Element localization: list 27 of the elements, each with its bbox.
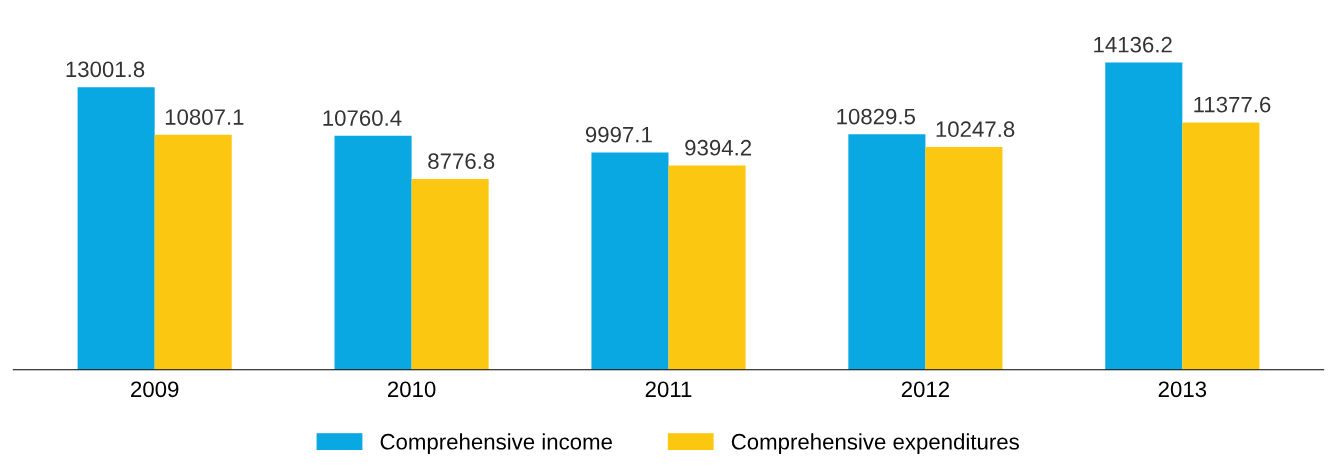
bar	[848, 134, 926, 370]
data-label: 8776.8	[428, 153, 495, 170]
bar	[591, 152, 669, 370]
bar	[1182, 122, 1260, 370]
bar	[77, 87, 155, 370]
legend-label: Comprehensive income	[380, 433, 612, 454]
data-label: 11377.6	[1194, 96, 1271, 113]
data-label: 14136.2	[1094, 36, 1172, 53]
bar	[154, 134, 232, 370]
bar	[668, 165, 746, 370]
x-tick-label: 2012	[901, 381, 950, 398]
bar	[411, 178, 489, 370]
legend-label: Comprehensive expenditures	[731, 433, 1019, 454]
data-label: 10247.8	[936, 121, 1015, 138]
x-tick-label: 2011	[645, 381, 692, 398]
bar	[925, 147, 1003, 370]
data-label: 10760.4	[323, 110, 402, 126]
x-tick-label: 2013	[1158, 381, 1207, 398]
bar	[1105, 62, 1183, 370]
x-tick-label: 2010	[387, 381, 436, 398]
data-label: 9394.2	[685, 139, 752, 156]
x-tick-label: 2009	[131, 381, 179, 398]
data-label: 10829.5	[837, 108, 915, 125]
data-label: 13001.8	[66, 61, 145, 78]
data-label: 9997.1	[585, 126, 652, 143]
bar	[334, 135, 412, 370]
data-label: 10807.1	[165, 109, 244, 125]
